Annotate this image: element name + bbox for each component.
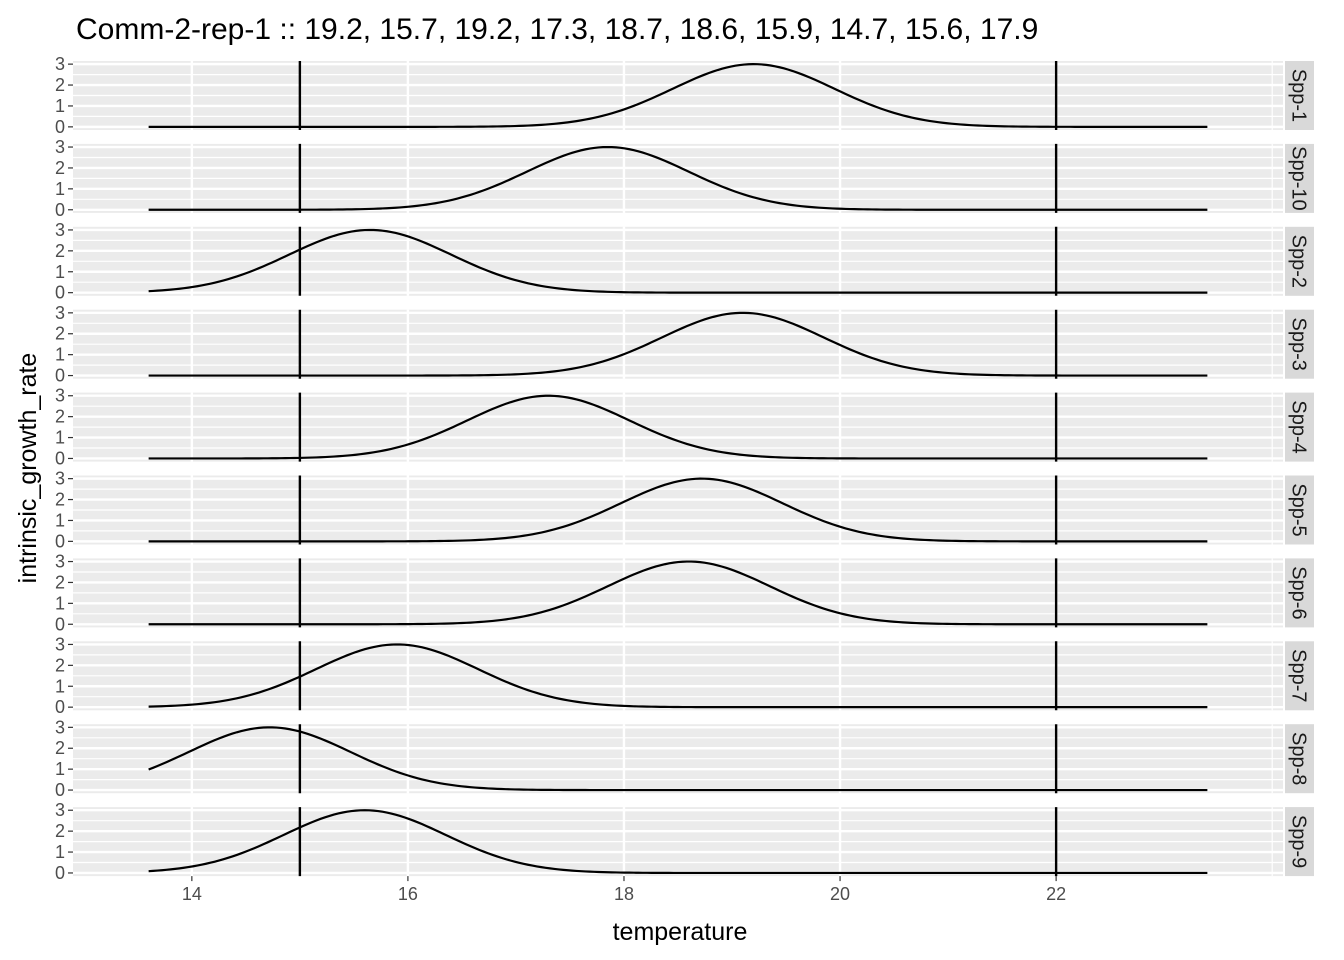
y-tick-label: 2 xyxy=(55,75,65,95)
x-tick-label: 20 xyxy=(830,884,850,904)
x-tick-label: 16 xyxy=(398,884,418,904)
facet-strip xyxy=(1285,724,1314,794)
facet-label: Spp-8 xyxy=(1288,732,1310,785)
y-tick-label: 3 xyxy=(55,717,65,737)
y-tick-label: 3 xyxy=(55,137,65,157)
chart-title: Comm-2-rep-1 :: 19.2, 15.7, 19.2, 17.3, … xyxy=(76,13,1038,46)
y-tick-label: 2 xyxy=(55,490,65,510)
y-tick-label: 1 xyxy=(55,179,65,199)
y-tick-label: 0 xyxy=(55,117,65,137)
y-tick-label: 1 xyxy=(55,593,65,613)
facet-strip xyxy=(1285,475,1314,545)
series-line xyxy=(148,726,1208,792)
y-tick-label: 2 xyxy=(55,324,65,344)
facet-label: Spp-10 xyxy=(1288,146,1310,211)
series-line xyxy=(148,228,1208,294)
y-tick-label: 1 xyxy=(55,262,65,282)
series-line xyxy=(148,560,1208,626)
y-tick-label: 1 xyxy=(55,759,65,779)
x-tick-label: 22 xyxy=(1046,884,1066,904)
series-line xyxy=(148,311,1208,377)
y-tick-label: 0 xyxy=(55,614,65,634)
y-tick-label: 1 xyxy=(55,345,65,365)
series-line xyxy=(148,643,1208,709)
y-tick-label: 3 xyxy=(55,469,65,489)
y-tick-label: 3 xyxy=(55,386,65,406)
y-tick-label: 2 xyxy=(55,241,65,261)
facet-label: Spp-5 xyxy=(1288,483,1310,536)
y-tick-label: 0 xyxy=(55,697,65,717)
facet-label: Spp-4 xyxy=(1288,400,1310,453)
y-tick-label: 1 xyxy=(55,510,65,530)
y-tick-label: 3 xyxy=(55,303,65,323)
y-tick-label: 0 xyxy=(55,448,65,468)
x-tick-label: 14 xyxy=(182,884,202,904)
y-tick-label: 3 xyxy=(55,54,65,74)
y-tick-label: 0 xyxy=(55,780,65,800)
y-tick-label: 0 xyxy=(55,366,65,386)
y-tick-label: 0 xyxy=(55,200,65,220)
y-tick-label: 3 xyxy=(55,552,65,572)
facet-label: Spp-7 xyxy=(1288,649,1310,702)
series-line xyxy=(148,809,1208,875)
facet-label: Spp-3 xyxy=(1288,318,1310,371)
series-line xyxy=(148,394,1208,460)
facet-strip xyxy=(1285,558,1314,628)
y-tick-label: 2 xyxy=(55,738,65,758)
series-line xyxy=(148,63,1208,128)
y-tick-label: 1 xyxy=(55,428,65,448)
series-line xyxy=(148,477,1208,543)
y-tick-label: 1 xyxy=(55,842,65,862)
x-axis: 14 16 18 20 22 xyxy=(182,876,1066,904)
facet-strip xyxy=(1285,61,1314,130)
series-line xyxy=(148,145,1208,211)
facet-label: Spp-9 xyxy=(1288,815,1310,868)
x-axis-title: temperature xyxy=(613,918,748,946)
y-tick-label: 2 xyxy=(55,407,65,427)
facet-label: Spp-2 xyxy=(1288,235,1310,288)
facet-strip xyxy=(1285,641,1314,711)
y-tick-label: 0 xyxy=(55,283,65,303)
facet-label: Spp-1 xyxy=(1288,69,1310,122)
y-tick-label: 3 xyxy=(55,634,65,654)
facet-strip xyxy=(1285,807,1314,877)
y-tick-label: 0 xyxy=(55,863,65,883)
facet-strip xyxy=(1285,143,1314,213)
facet-label: Spp-6 xyxy=(1288,566,1310,619)
y-tick-label: 2 xyxy=(55,158,65,178)
facet-strip xyxy=(1285,392,1314,462)
y-tick-label: 1 xyxy=(55,676,65,696)
y-tick-label: 1 xyxy=(55,96,65,116)
y-axis-title: intrinsic_growth_rate xyxy=(14,353,42,584)
facet-strip xyxy=(1285,226,1314,296)
y-tick-label: 3 xyxy=(55,220,65,240)
facet-strip xyxy=(1285,309,1314,379)
y-tick-label: 0 xyxy=(55,531,65,551)
y-tick-label: 2 xyxy=(55,655,65,675)
y-tick-label: 2 xyxy=(55,821,65,841)
y-tick-label: 3 xyxy=(55,800,65,820)
y-tick-label: 2 xyxy=(55,572,65,592)
x-tick-label: 18 xyxy=(614,884,634,904)
